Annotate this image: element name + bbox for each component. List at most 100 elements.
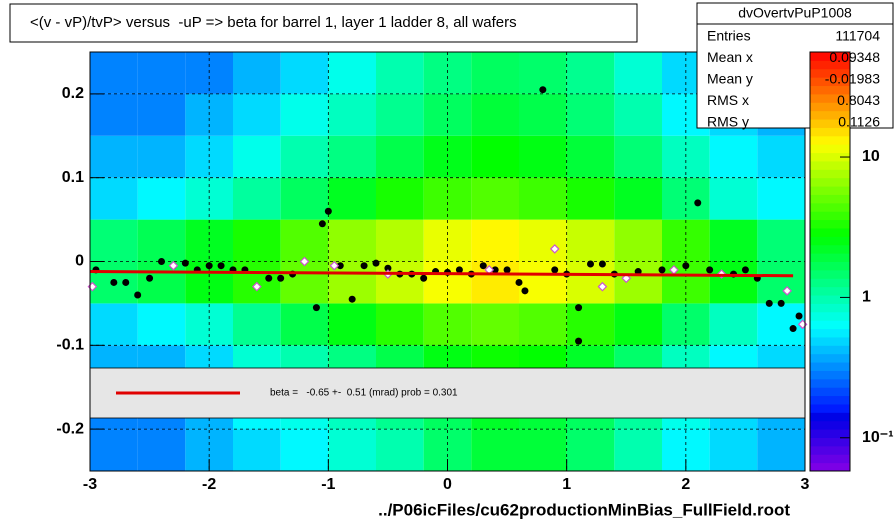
heatmap-cell (233, 93, 281, 136)
heatmap-cell (471, 303, 519, 346)
color-scale-step (810, 77, 850, 87)
color-scale-step (810, 378, 850, 388)
heatmap-cell (566, 93, 615, 136)
heatmap-cell (519, 261, 567, 304)
profile-point (682, 262, 690, 270)
color-scale-step (810, 320, 850, 330)
stats-value: 0.8043 (837, 92, 880, 108)
heatmap-cell (519, 177, 567, 220)
profile-point (205, 262, 213, 270)
z-tick-label: 10⁻¹ (862, 429, 894, 446)
stats-label: RMS y (707, 114, 749, 130)
x-tick-label: -1 (321, 476, 335, 493)
heatmap-cell (757, 135, 805, 178)
color-scale-step (810, 219, 850, 229)
profile-point (277, 274, 285, 282)
profile-diamond (299, 256, 310, 267)
color-scale-step (810, 144, 850, 154)
stats-value: 0.09348 (829, 49, 880, 65)
heatmap-cell (709, 303, 758, 346)
heatmap-cell (376, 177, 424, 220)
heatmap-cell (376, 429, 424, 471)
y-tick-label: 0 (75, 253, 84, 270)
heatmap-cell (709, 261, 758, 304)
fit-legend-text: beta = -0.65 +- 0.51 (mrad) prob = 0.301 (270, 388, 458, 399)
heatmap-cell (328, 219, 376, 262)
color-scale-step (810, 244, 850, 254)
heatmap-cell (471, 177, 519, 220)
color-scale-step (810, 152, 850, 162)
profile-point (384, 264, 392, 272)
color-scale-step (810, 420, 850, 430)
color-scale-step (810, 60, 850, 70)
heatmap-cell (233, 429, 281, 471)
color-scale-step (810, 395, 850, 405)
heatmap-cell (757, 261, 805, 304)
color-scale-step (810, 462, 850, 472)
stats-value: 111704 (835, 28, 880, 44)
stats-value: 0.1126 (838, 114, 880, 130)
z-tick-label: 1 (862, 289, 871, 306)
y-tick-label: -0.1 (56, 337, 84, 354)
heatmap-cell (614, 429, 662, 471)
profile-point (694, 199, 702, 207)
color-scale-step (810, 303, 850, 313)
heatmap-cell (519, 303, 567, 346)
heatmap-cell (471, 93, 519, 136)
profile-point (598, 260, 606, 268)
profile-point (134, 291, 142, 299)
heatmap-cell (376, 135, 424, 178)
heatmap-cell (566, 219, 615, 262)
heatmap-cell (328, 429, 376, 471)
color-scale-step (810, 261, 850, 271)
color-scale-step (810, 177, 850, 187)
z-tick-label: 10 (862, 148, 880, 165)
stats-label: RMS x (707, 92, 749, 108)
heatmap-cell (137, 261, 186, 304)
stats-label: Entries (707, 28, 751, 44)
color-scale-step (810, 286, 850, 296)
heatmap-cell (471, 135, 519, 178)
heatmap-cell (90, 429, 138, 471)
color-scale-step (810, 102, 850, 112)
heatmap-cell (614, 52, 662, 94)
heatmap-cell (376, 303, 424, 346)
x-tick-label: 2 (681, 476, 690, 493)
heatmap-cell (233, 219, 281, 262)
heatmap-cell (471, 219, 519, 262)
heatmap-cell (137, 135, 186, 178)
heatmap-cell (614, 261, 662, 304)
color-scale-step (810, 295, 850, 304)
heatmap-cell (614, 135, 662, 178)
profile-point (318, 220, 326, 228)
heatmap-cell (376, 52, 424, 94)
heatmap-cell (757, 177, 805, 220)
color-scale-step (810, 160, 850, 170)
heatmap-cell (519, 135, 567, 178)
heatmap-cell (233, 52, 281, 94)
heatmap-cell (328, 52, 376, 94)
profile-point (789, 325, 797, 333)
heatmap-cell (519, 93, 567, 136)
profile-point (217, 262, 225, 270)
color-scale-step (810, 353, 850, 363)
profile-point (795, 312, 803, 320)
profile-point (455, 266, 463, 274)
profile-diamond (251, 281, 262, 292)
profile-point (521, 287, 529, 295)
color-scale-step (810, 202, 850, 212)
color-scale-step (810, 194, 850, 204)
heatmap-cell (757, 429, 805, 471)
color-scale-step (810, 445, 850, 455)
heatmap-cell (614, 177, 662, 220)
heatmap-cell (709, 177, 758, 220)
profile-diamond (597, 281, 608, 292)
profile-point (575, 337, 583, 345)
heatmap-cell (328, 93, 376, 136)
heatmap-cell (90, 177, 138, 220)
heatmap-cell (757, 219, 805, 262)
profile-point (777, 299, 785, 307)
heatmap-cell (233, 135, 281, 178)
heatmap-cell (376, 93, 424, 136)
